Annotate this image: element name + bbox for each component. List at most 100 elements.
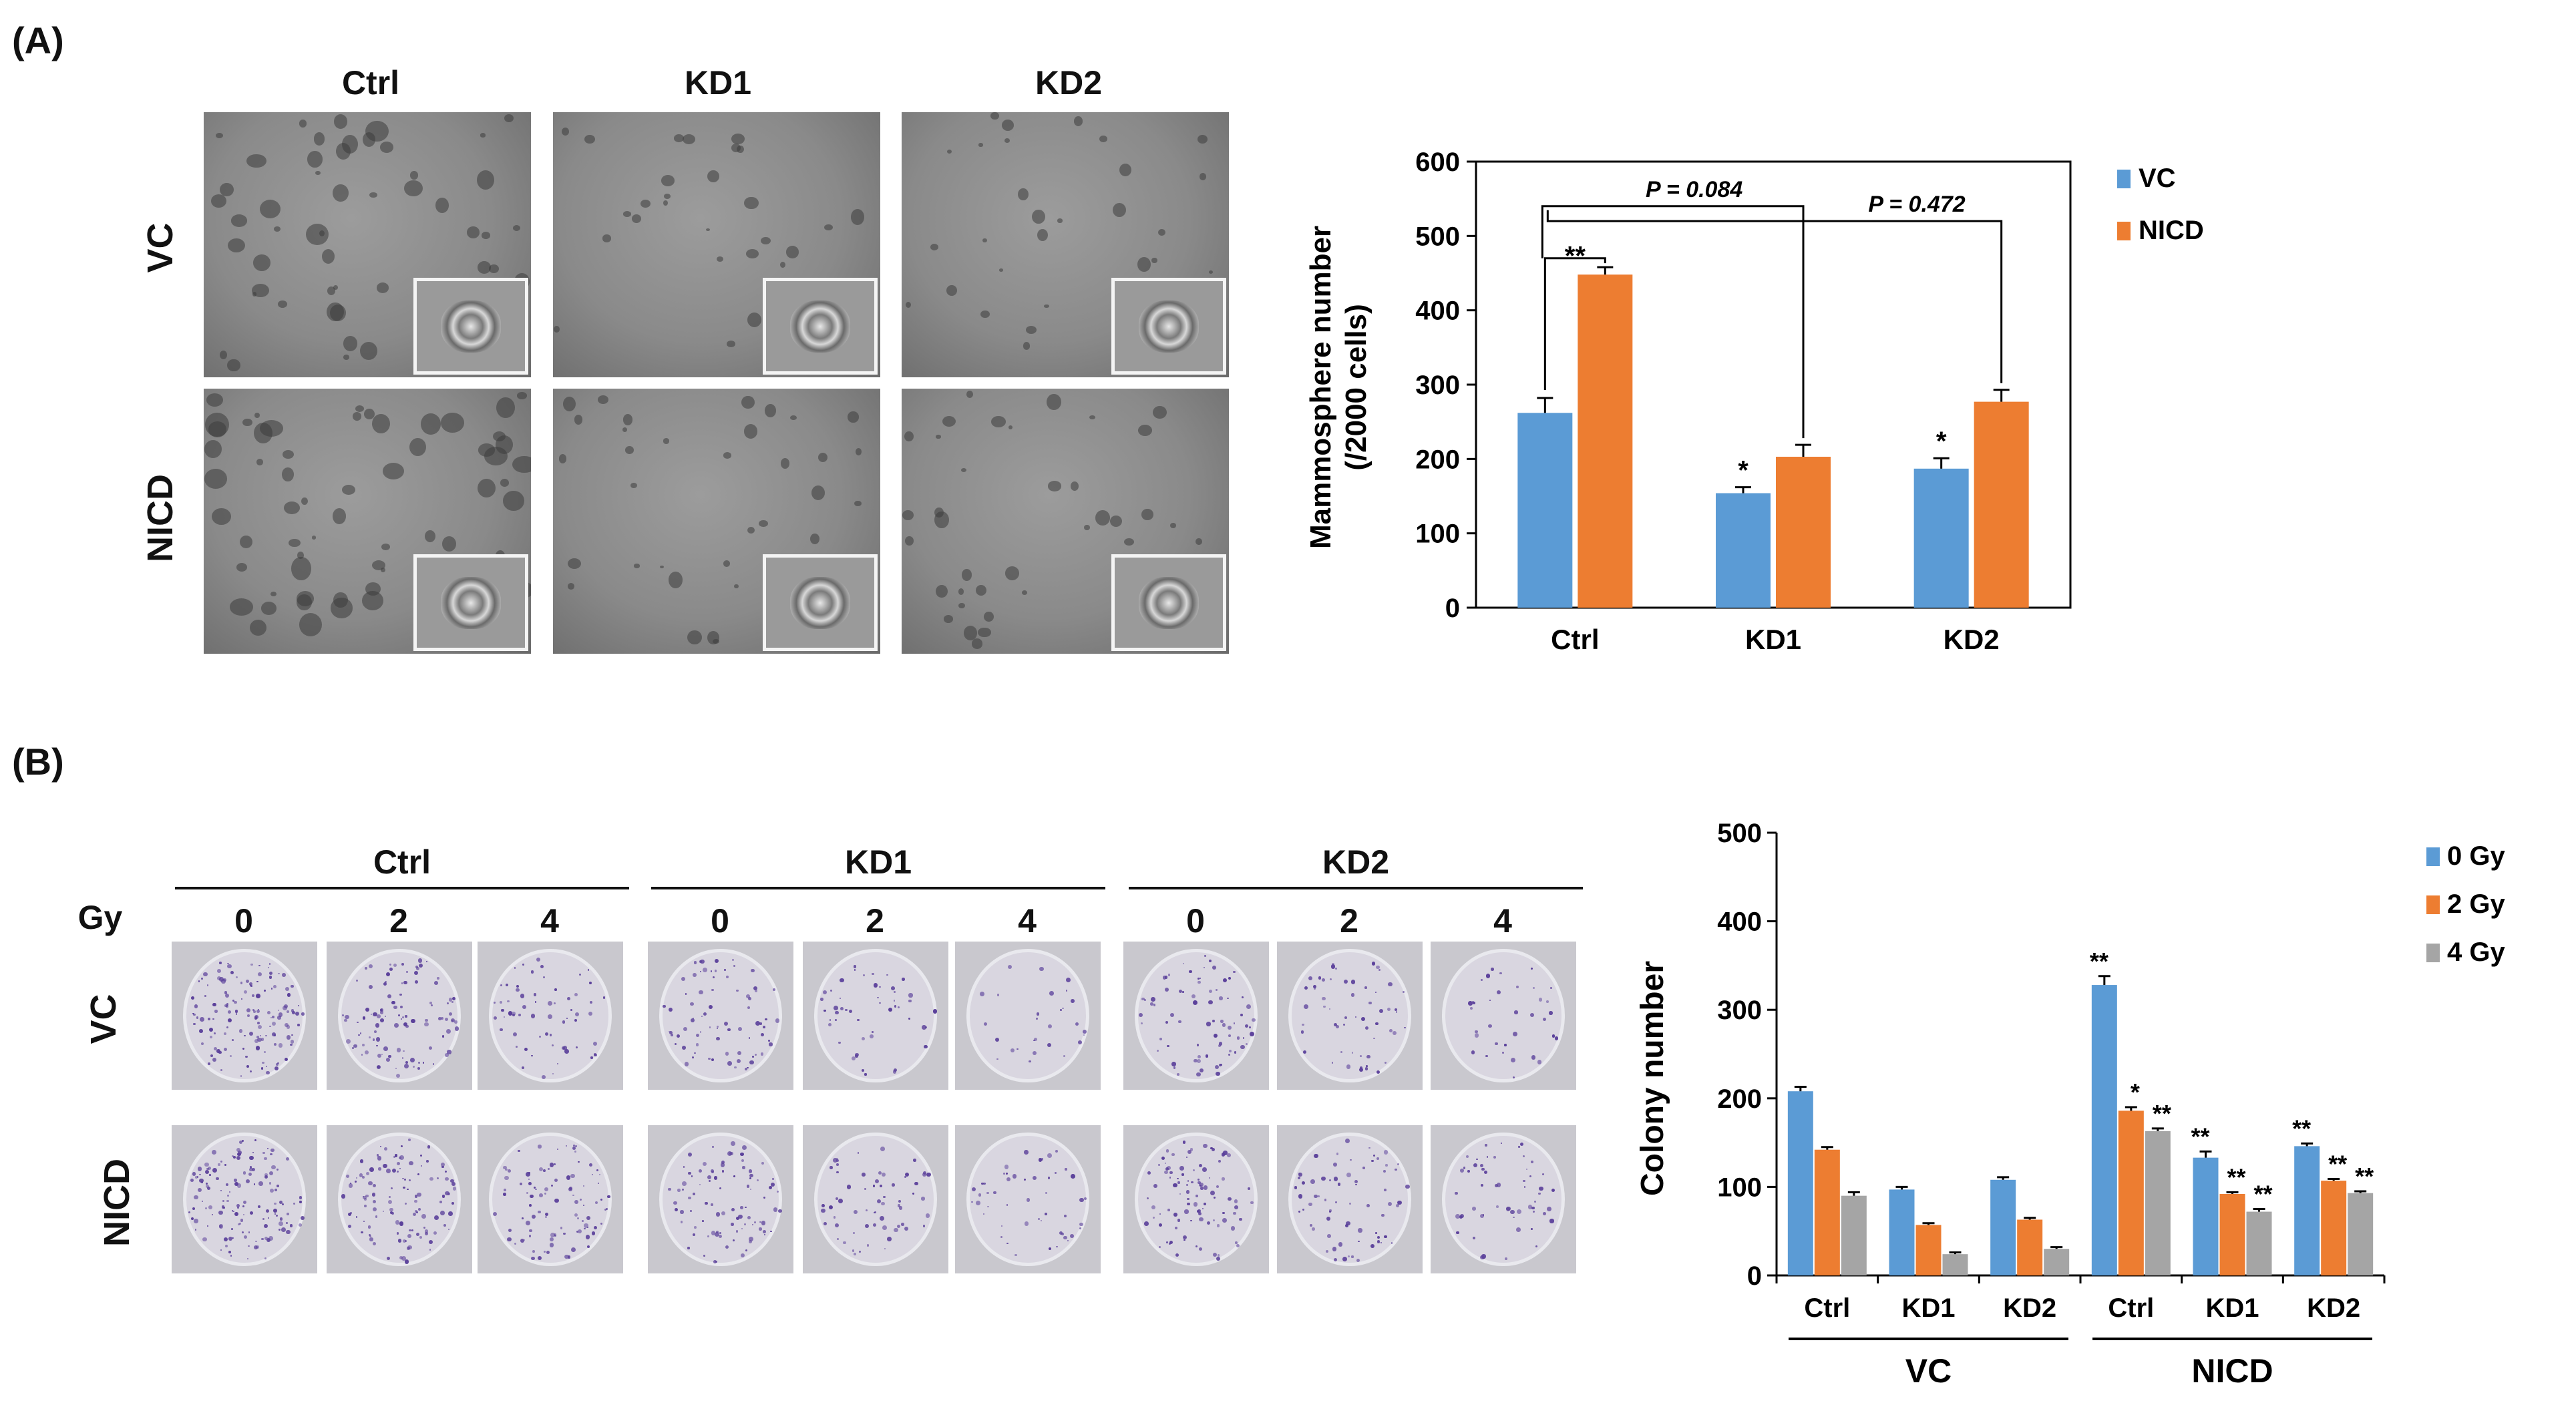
colony-dot	[1549, 1011, 1553, 1015]
colony-dot	[262, 1151, 265, 1155]
colony-dot	[369, 1235, 371, 1237]
sphere-blob	[811, 485, 825, 501]
colony-dot	[1383, 1150, 1389, 1155]
sphere-blob	[760, 236, 771, 245]
colony-dot	[1473, 1236, 1476, 1239]
colony-dot	[713, 1176, 718, 1180]
colony-dot	[231, 1228, 233, 1230]
colony-dot	[424, 1022, 429, 1026]
colony-dot	[1199, 1068, 1204, 1072]
colony-dot	[1376, 1070, 1381, 1074]
colony-dot	[291, 1009, 295, 1012]
colony-dot	[604, 1208, 607, 1211]
colony-dish-nicd-6	[1123, 1125, 1269, 1273]
colony-dot	[719, 1231, 722, 1235]
sphere-blob	[640, 200, 651, 208]
colony-dot	[392, 1169, 397, 1173]
colony-dot	[1346, 1064, 1351, 1069]
colony-dot	[1251, 1018, 1256, 1022]
colony-dot	[207, 1166, 211, 1170]
sphere-blob	[421, 413, 441, 435]
bar-4gy-2	[2044, 1249, 2070, 1275]
sphere-blob	[622, 427, 628, 432]
colony-dot	[454, 1026, 459, 1031]
colony-dot	[275, 1215, 279, 1217]
colony-dot	[1199, 1185, 1202, 1187]
colony-dot	[535, 1188, 537, 1191]
panel-b-row-header-nicd: NICD	[97, 1159, 137, 1247]
colony-dot	[397, 1171, 399, 1173]
colony-dot	[1147, 1197, 1149, 1200]
colony-dot	[286, 1010, 289, 1013]
sphere-blob	[1047, 393, 1061, 410]
colony-dot	[921, 1197, 925, 1201]
colony-dot	[1173, 1213, 1177, 1217]
colony-dot	[528, 1178, 530, 1180]
colony-dot	[1152, 1217, 1155, 1219]
colony-dot	[925, 1213, 930, 1218]
mammosphere-inset-image	[1139, 576, 1199, 629]
colony-dot	[877, 996, 879, 999]
colony-dot	[451, 1201, 455, 1205]
colony-dot	[205, 1169, 210, 1174]
colony-dot	[389, 1207, 393, 1212]
colony-dot	[1222, 1212, 1225, 1215]
colony-dot	[436, 1177, 439, 1180]
colony-dot	[750, 968, 755, 973]
colony-dot	[273, 1208, 278, 1213]
colony-dot	[374, 1030, 377, 1034]
sphere-blob	[227, 359, 240, 372]
colony-dot	[1216, 989, 1218, 991]
colony-dot	[1033, 1175, 1037, 1180]
colony-dot	[1549, 986, 1552, 989]
colony-dot	[1222, 1023, 1226, 1027]
y-tick-label: 500	[1415, 222, 1460, 251]
colony-dot	[264, 990, 266, 992]
colony-dot	[1375, 1232, 1377, 1234]
colony-dot	[1383, 1169, 1387, 1173]
sphere-blob	[1022, 590, 1028, 595]
colony-dot	[403, 1186, 405, 1189]
colony-dot	[1236, 1036, 1240, 1040]
colony-dot	[242, 1139, 244, 1142]
colony-dot	[277, 1062, 279, 1064]
colony-dot	[1059, 1231, 1063, 1235]
colony-dot	[1472, 1206, 1476, 1211]
colony-dot	[1483, 1170, 1488, 1175]
colony-dot	[971, 1201, 974, 1203]
colony-dot	[208, 1062, 211, 1065]
colony-dot	[578, 1161, 580, 1163]
colony-dot	[417, 1066, 421, 1070]
colony-dot	[710, 970, 713, 972]
colony-dot	[254, 1139, 257, 1142]
colony-dot	[714, 970, 717, 972]
colony-dot	[542, 1075, 546, 1079]
colony-dot	[359, 1173, 363, 1177]
colony-dot	[219, 962, 222, 964]
bar-2gy-4	[2219, 1194, 2245, 1275]
colony-dot	[393, 1156, 395, 1159]
colony-dot	[1228, 976, 1231, 980]
colony-dot	[1298, 1194, 1302, 1199]
colony-dot	[525, 1171, 530, 1177]
colony-y-axis-label: Colony number	[1635, 961, 1670, 1196]
colony-dot	[1049, 1247, 1052, 1251]
colony-dot	[297, 1004, 299, 1006]
colony-dot	[832, 1158, 838, 1163]
colony-dot	[1482, 1214, 1485, 1216]
colony-dot	[829, 1019, 832, 1022]
sphere-blob	[630, 483, 637, 489]
colony-dot	[279, 1217, 283, 1221]
colony-dot	[270, 1148, 274, 1153]
colony-dot	[902, 977, 906, 981]
colony-dot	[364, 1050, 369, 1055]
colony-dot	[689, 1210, 692, 1213]
sphere-blob	[362, 591, 384, 611]
colony-dot	[1554, 1036, 1559, 1041]
sphere-blob	[230, 214, 248, 227]
colony-dot	[705, 1201, 708, 1205]
colony-dot	[1060, 1008, 1063, 1011]
sphere-blob	[343, 355, 350, 360]
colony-dot	[425, 1018, 428, 1022]
